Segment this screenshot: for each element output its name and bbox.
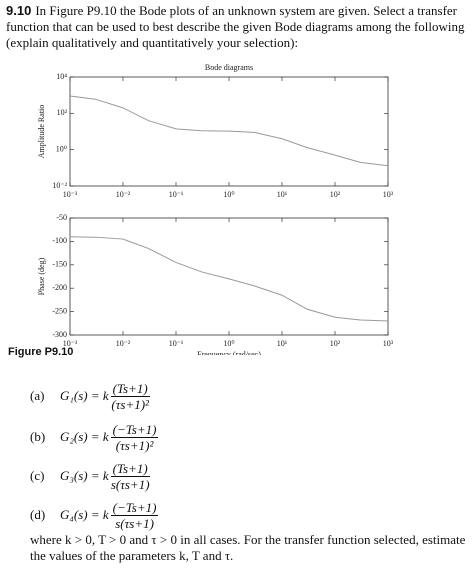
bode-plots: 10⁻³ 10⁻² 10⁻¹ 10⁰ 10¹ 10² 10³10⁻²10⁰10²10⁴Bod… [37,63,394,355]
y-tick-label: 10⁰ [56,144,67,153]
option: (b) G₂(s) = k (−Ts+1) (τs+1)² [30,418,159,456]
problem-text: In Figure P9.10 the Bode plots of an unk… [6,3,465,50]
y-tick-label: -300 [52,330,67,339]
footer: where k > 0, T > 0 and τ > 0 in all case… [30,532,466,563]
denominator: s(τs+1) [110,476,150,492]
x-tick-label: 10² [330,190,341,199]
option: (d) G₄(s) = k (−Ts+1) s(τs+1) [30,496,159,534]
y-tick-label: -50 [56,213,67,222]
option-letter: (c) [30,468,45,483]
curve [69,236,389,322]
option-lhs: G₂(s) = k [60,429,109,444]
fraction: (Ts+1) (τs+1)² [110,380,150,412]
option-lhs: G₄(s) = k [60,507,109,522]
x-tick-label: 10⁰ [223,190,234,199]
option: (c) G₃(s) = k (Ts+1) s(τs+1) [30,457,150,495]
x-tick-label: 10⁻³ [63,190,78,199]
x-tick-label: 10⁻¹ [169,339,184,348]
x-tick-label: 10⁻² [116,190,131,199]
y-tick-label: -200 [52,283,67,292]
fraction: (Ts+1) s(τs+1) [110,460,150,492]
x-tick-label: 10³ [383,190,394,199]
problem-number: 9.10 [6,3,32,18]
x-tick-label: 10⁰ [223,339,234,348]
y-axis-label: Phase (deg) [37,257,46,295]
numerator: (Ts+1) [110,380,150,397]
y-tick-label: -150 [52,260,67,269]
fraction: (−Ts+1) s(τs+1) [110,499,159,531]
y-tick-label: -250 [52,306,67,315]
x-tick-label: 10² [330,339,341,348]
x-axis-label: Frequency (rad/sec) [197,350,261,355]
y-tick-label: 10⁴ [56,72,67,81]
figure-label: Figure P9.10 [8,346,74,358]
curve [69,95,389,167]
numerator: (−Ts+1) [110,499,159,516]
y-tick-label: -100 [52,236,67,245]
denominator: s(τs+1) [115,515,154,531]
chart-title: Bode diagrams [205,63,253,72]
x-tick-label: 10³ [383,339,394,348]
x-tick-label: 10¹ [277,339,288,348]
numerator: (−Ts+1) [110,421,159,438]
x-tick-label: 10⁻¹ [169,190,184,199]
option-lhs: G₁(s) = k [60,388,109,403]
denominator: (τs+1)² [115,437,154,453]
y-axis-label: Amplitude Ratio [37,105,46,159]
denominator: (τs+1)² [111,396,149,412]
option-lhs: G₃(s) = k [60,468,109,483]
x-tick-label: 10⁻² [116,339,131,348]
option-letter: (d) [30,507,46,522]
numerator: (Ts+1) [110,460,150,477]
option-letter: (b) [30,429,46,444]
option-letter: (a) [30,388,45,403]
y-tick-label: 10⁻² [52,181,67,190]
y-tick-label: 10² [57,108,68,117]
x-tick-label: 10¹ [277,190,288,199]
x-tick-label: 10⁻³ [63,339,78,348]
fraction: (−Ts+1) (τs+1)² [110,421,159,453]
problem: 9.10 In Figure P9.10 the Bode plots of an… [6,3,468,51]
option: (a) G₁(s) = k (Ts+1) (τs+1)² [30,377,150,415]
